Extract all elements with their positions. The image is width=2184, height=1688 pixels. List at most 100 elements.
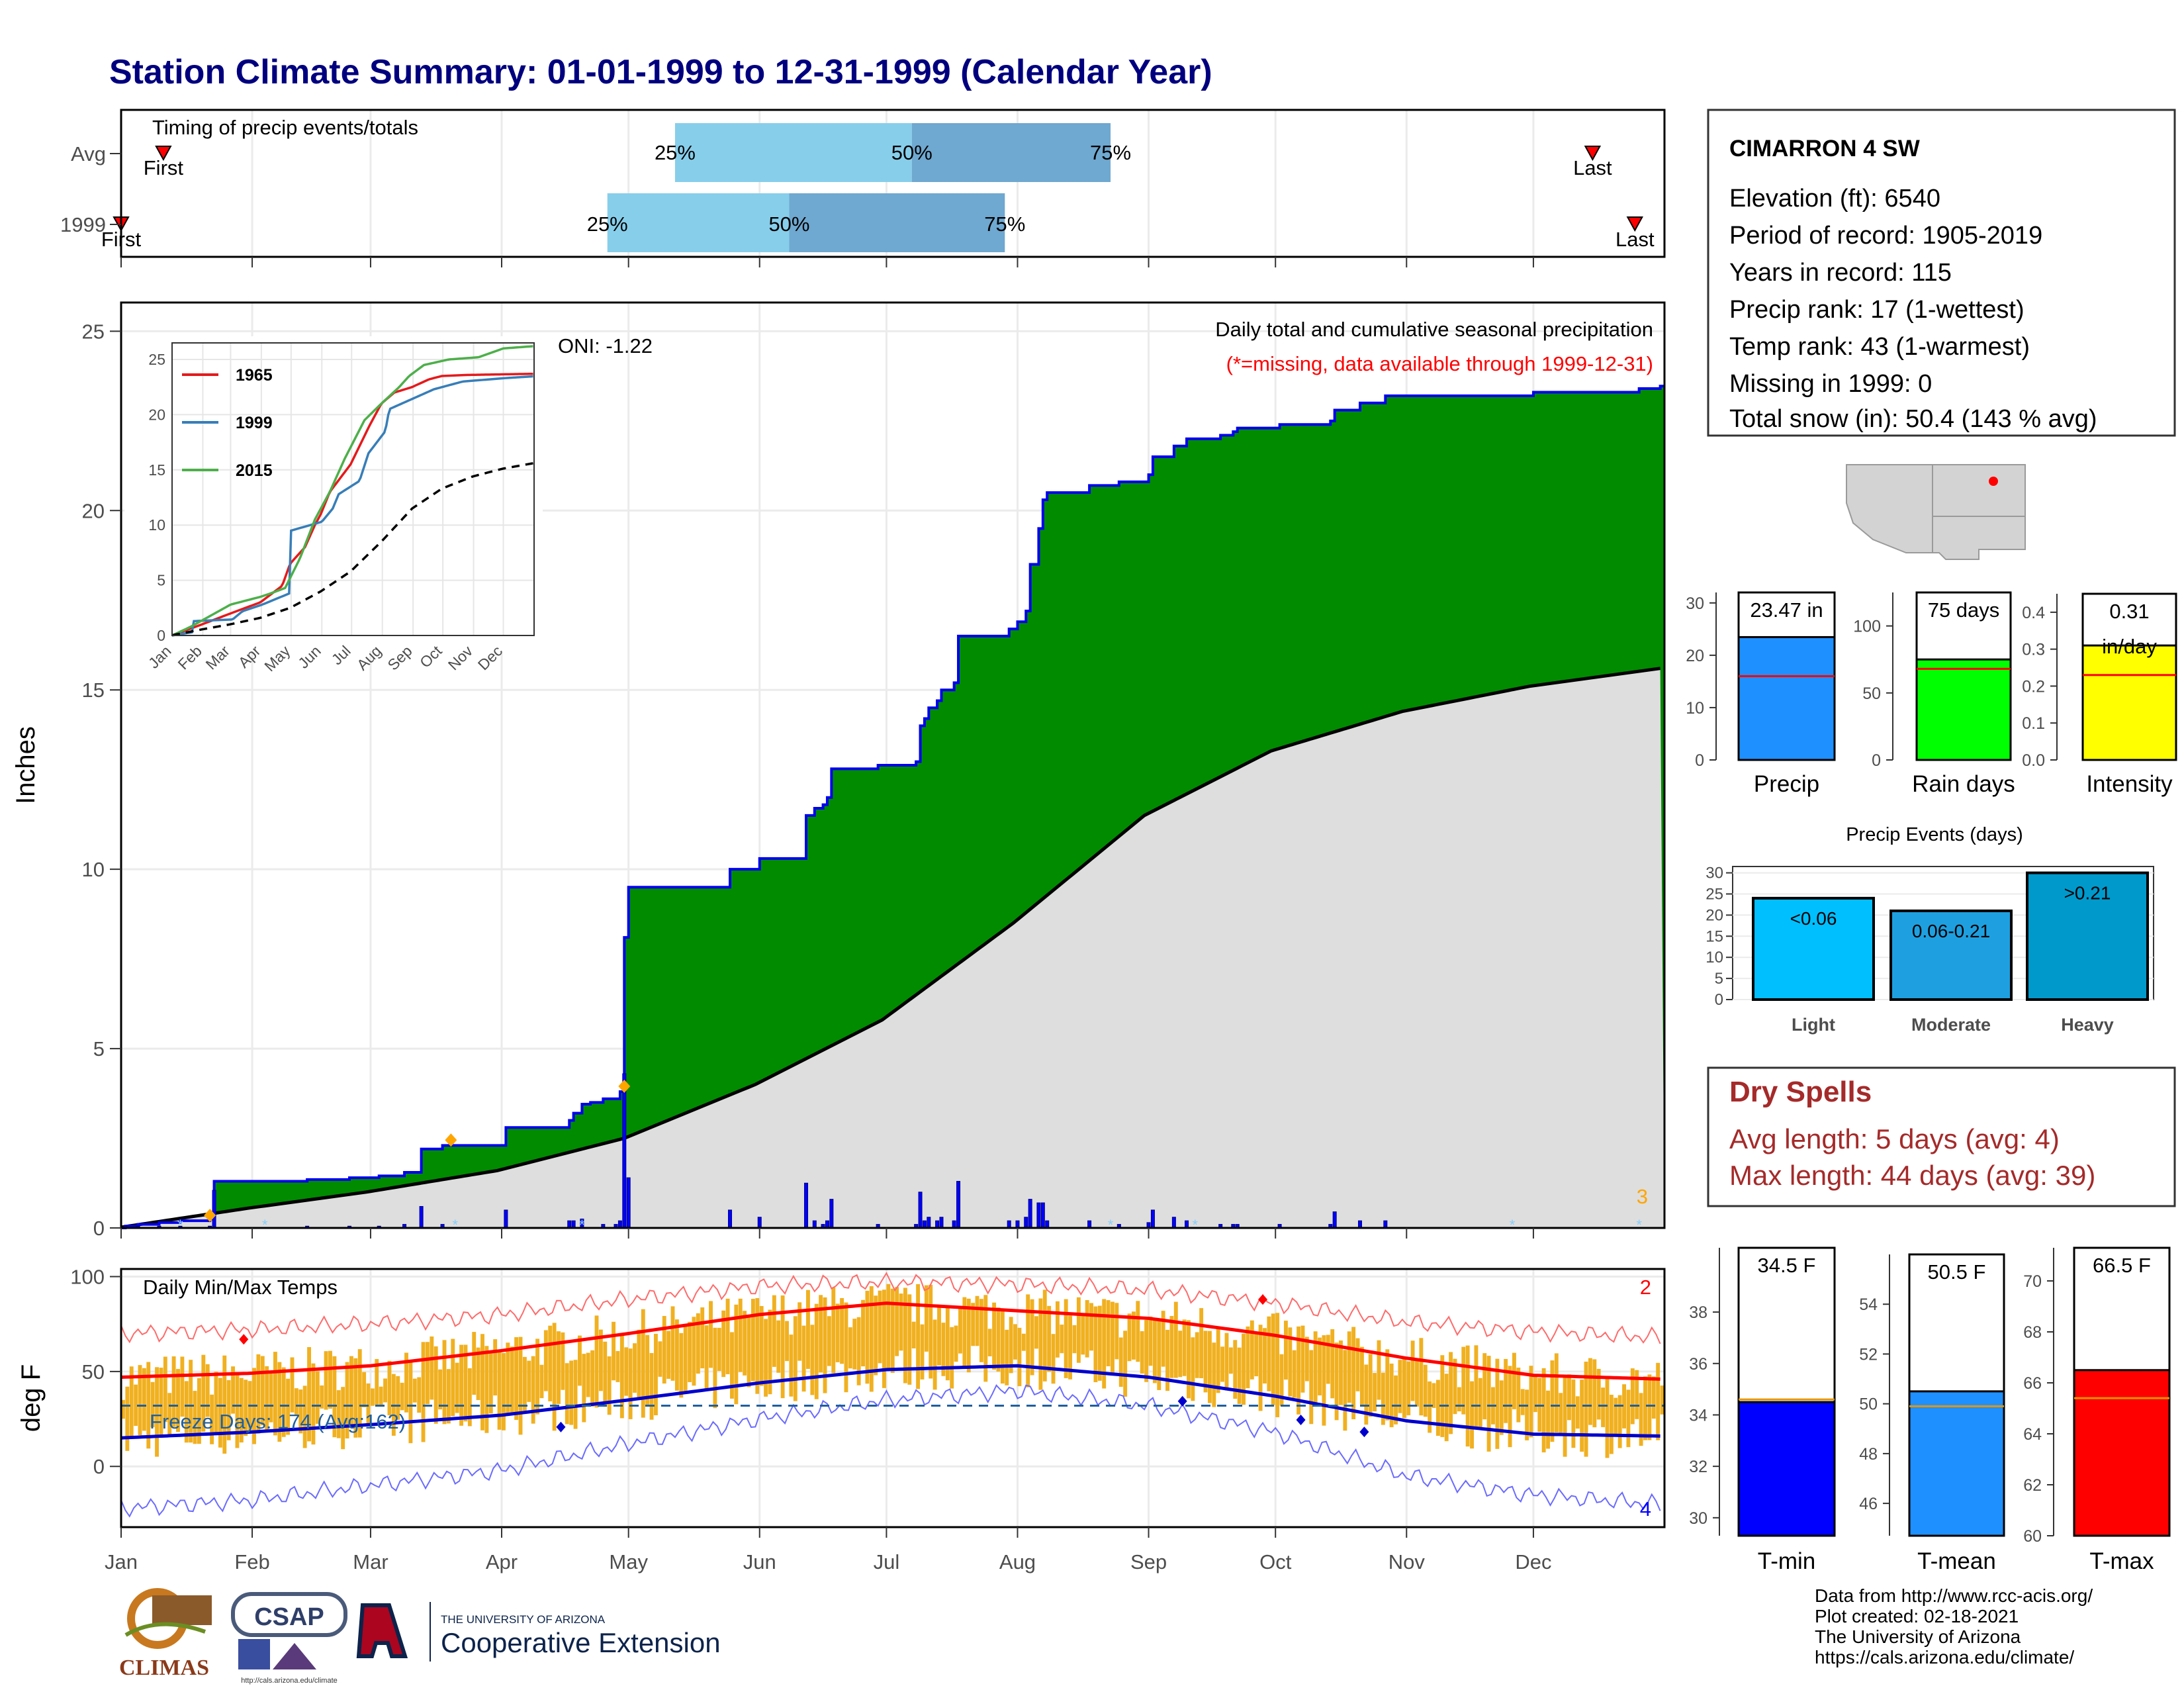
station-line-precip-rank: Precip rank: 17 (1-wettest) <box>1729 296 2025 324</box>
temp-daily-bar-37 <box>273 1352 277 1436</box>
dry-spells-title: Dry Spells <box>1729 1076 1872 1108</box>
summary-value-bar-0 <box>1737 635 1836 761</box>
daily-precip-bar-163 <box>804 1182 809 1229</box>
inset-line-1999 <box>171 375 533 637</box>
temp-daily-bar-186 <box>903 1288 907 1383</box>
ua-a-mark <box>356 1603 408 1658</box>
temp-daily-bar-87 <box>484 1346 489 1433</box>
temp-daily-bar-146 <box>734 1304 739 1405</box>
temp-summary-value-label-1: 50.5 F <box>1928 1260 1986 1284</box>
summary-tick-label-0-20: 20 <box>1686 647 1704 665</box>
snow-marker-79 <box>445 1133 457 1147</box>
record-min-line <box>120 1384 1661 1518</box>
temp-summary-tick-label-2-62: 62 <box>2023 1476 2042 1495</box>
month-label-jul: Jul <box>874 1550 900 1573</box>
temp-daily-bar-232 <box>1097 1305 1102 1381</box>
station-line-elevation: Elevation (ft): 6540 <box>1729 185 1940 212</box>
timing-marker-label-last_doy-y1999: Last <box>1615 228 1655 251</box>
temp-daily-bar-339 <box>1550 1360 1555 1442</box>
summary-tick-label-1-100: 100 <box>1853 618 1881 636</box>
daily-precip-bar-121 <box>626 1177 631 1229</box>
temp-ytick-label-100: 100 <box>70 1265 105 1288</box>
temp-daily-bar-90 <box>497 1352 502 1430</box>
temp-daily-bar-301 <box>1389 1363 1394 1428</box>
summary-value-label-2: 0.31 <box>2109 600 2149 623</box>
temp-daily-bar-200 <box>962 1297 967 1367</box>
temp-daily-bar-34 <box>260 1356 265 1426</box>
temp-daily-bar-221 <box>1051 1334 1056 1384</box>
temp-daily-bar-224 <box>1064 1299 1068 1378</box>
temp-daily-bar-92 <box>506 1342 510 1414</box>
temp-summary-tick-label-1-54: 54 <box>1859 1295 1878 1314</box>
temp-daily-bar-250 <box>1173 1301 1178 1378</box>
month-label-sep: Sep <box>1130 1550 1167 1573</box>
cumulative-precip-line <box>121 385 1664 1229</box>
temp-daily-bar-252 <box>1182 1319 1187 1376</box>
precip-ytick-label-20: 20 <box>82 499 105 522</box>
summary-tick-label-2-0.1: 0.1 <box>2022 714 2045 733</box>
timing-pct-label-y1999-0: 25% <box>587 212 628 236</box>
precip-ytick-label-15: 15 <box>82 679 105 702</box>
events-tick-label-25: 25 <box>1706 885 1723 903</box>
inset-ytick-label-20: 20 <box>148 406 165 423</box>
events-title: Precip Events (days) <box>1846 824 2023 845</box>
temp-daily-bar-21 <box>205 1364 210 1417</box>
temp-summary-tick-label-2-60: 60 <box>2023 1527 2042 1546</box>
temp-daily-bar-50 <box>328 1350 332 1409</box>
temp-daily-bar-33 <box>256 1354 261 1434</box>
temp-daily-bar-171 <box>840 1297 844 1364</box>
temp-daily-bar-307 <box>1415 1361 1419 1407</box>
temp-daily-bar-130 <box>666 1331 671 1379</box>
precip-corner-count: 3 <box>1637 1185 1648 1208</box>
temp-panel-frame <box>120 1268 1666 1528</box>
freeze-days-label: Freeze Days: 174 (Avg:162) <box>150 1410 406 1433</box>
timing-marker-label-last_doy-avg: Last <box>1573 156 1612 179</box>
snow-asterisk-360: * <box>1636 1217 1642 1233</box>
temp-daily-bar-8 <box>150 1382 155 1427</box>
temp-summary-tick-label-1-48: 48 <box>1859 1445 1878 1464</box>
temp-y-axis: 0 50 100 <box>70 1265 121 1478</box>
temp-daily-bar-179 <box>874 1295 878 1376</box>
temp-daily-bar-345 <box>1575 1396 1580 1429</box>
temp-daily-bar-303 <box>1398 1360 1402 1413</box>
temp-daily-bar-91 <box>502 1352 506 1430</box>
inset-line-1965 <box>171 372 533 637</box>
temp-daily-bar-316 <box>1453 1358 1457 1415</box>
csap-logo-text: CSAP <box>254 1603 324 1631</box>
timing-pct-label-avg-0: 25% <box>655 141 696 164</box>
ua-small-text: THE UNIVERSITY OF ARIZONA <box>441 1613 606 1626</box>
temp-daily-bar-35 <box>265 1366 269 1430</box>
temp-daily-bar-233 <box>1102 1299 1107 1389</box>
temp-summary-bars: 30 32 34 36 38 34.5 F T-min 46 48 50 52 54 50.5 F T-m… <box>1689 1246 2171 1574</box>
temp-daily-bar-199 <box>958 1309 962 1354</box>
temp-daily-bar-150 <box>751 1299 755 1382</box>
temp-daily-bar-125 <box>645 1335 650 1407</box>
temp-daily-bar-314 <box>1444 1374 1449 1442</box>
temp-daily-bar-95 <box>518 1336 523 1435</box>
temp-daily-bar-251 <box>1178 1331 1183 1378</box>
precip-panel-frame <box>120 301 1666 1229</box>
temp-daily-bar-27 <box>231 1366 235 1414</box>
temp-daily-bar-159 <box>789 1335 794 1397</box>
temp-daily-bar-102 <box>548 1325 553 1401</box>
temp-daily-bar-99 <box>535 1338 540 1415</box>
temp-daily-bar-140 <box>709 1301 713 1368</box>
temp-daily-bar-66 <box>396 1376 400 1420</box>
daily-precip-bar-253 <box>1185 1220 1189 1229</box>
events-tick-label-10: 10 <box>1706 949 1723 966</box>
temp-daily-bar-23 <box>214 1372 218 1434</box>
temp-daily-bar-349 <box>1592 1359 1597 1428</box>
temp-daily-bar-216 <box>1030 1299 1034 1376</box>
temp-daily-bar-93 <box>510 1346 514 1414</box>
temp-daily-bar-334 <box>1529 1366 1533 1438</box>
temp-daily-bar-68 <box>404 1352 408 1413</box>
temp-daily-bar-263 <box>1228 1347 1233 1374</box>
events-bars: 0 5 10 15 20 25 30 <0.06 Light 0.06-0.21 Moderate >… <box>1706 865 2154 1035</box>
temp-daily-bar-256 <box>1199 1308 1204 1379</box>
precip-events-chart: Precip Events (days) 0 5 10 15 20 25 30 <0.06 Li… <box>1706 824 2154 1035</box>
temp-daily-bar-249 <box>1169 1316 1174 1378</box>
timing-marker-label-first_doy-avg: First <box>144 156 184 179</box>
station-info-box: CIMARRON 4 SW Elevation (ft): 6540 Perio… <box>1707 109 2176 437</box>
month-label-apr: Apr <box>486 1550 518 1573</box>
snow-asterisk-330: * <box>1510 1217 1516 1233</box>
